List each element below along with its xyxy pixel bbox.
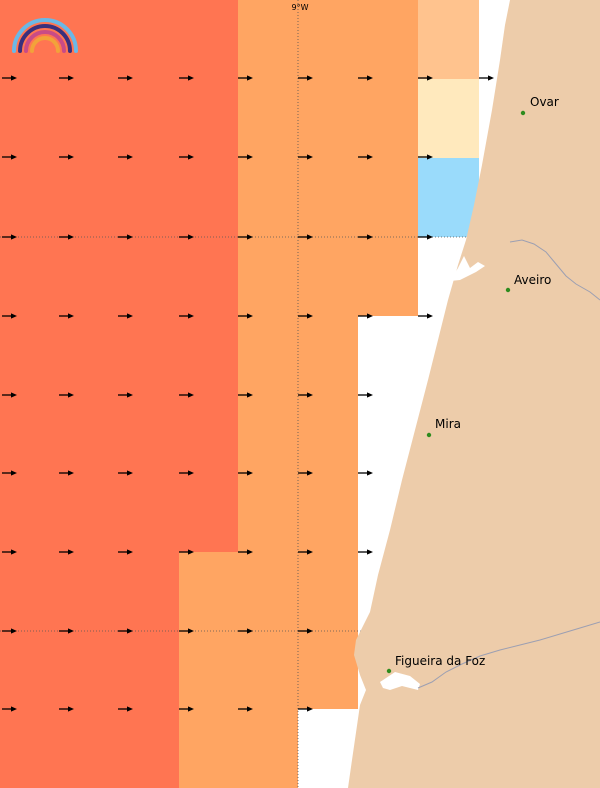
town-marker bbox=[505, 287, 511, 293]
grid-cell-light bbox=[418, 0, 479, 79]
lagoons bbox=[380, 256, 485, 690]
arrow-head-icon bbox=[188, 313, 194, 319]
vouga-river bbox=[509, 239, 600, 301]
grid-cell-strong bbox=[0, 0, 238, 552]
arrow-head-icon bbox=[68, 549, 74, 555]
arrow-head-icon bbox=[188, 392, 194, 398]
town-marker bbox=[426, 432, 432, 438]
arrow-head-icon bbox=[427, 75, 433, 81]
arrow-head-icon bbox=[127, 470, 133, 476]
arrow-head-icon bbox=[68, 470, 74, 476]
city-ovar[interactable]: Ovar bbox=[520, 95, 559, 116]
arrow-head-icon bbox=[427, 234, 433, 240]
arrow-head-icon bbox=[11, 470, 17, 476]
arrow-head-icon bbox=[367, 234, 373, 240]
arrow-head-icon bbox=[307, 313, 313, 319]
arrow-head-icon bbox=[127, 234, 133, 240]
arrow-head-icon bbox=[11, 392, 17, 398]
land-area bbox=[348, 0, 600, 788]
arrow-head-icon bbox=[247, 75, 253, 81]
arrow-head-icon bbox=[307, 706, 313, 712]
arrow-head-icon bbox=[247, 154, 253, 160]
arrow-head-icon bbox=[367, 75, 373, 81]
city-label: Ovar bbox=[530, 95, 559, 109]
arrow-head-icon bbox=[68, 313, 74, 319]
arrow-head-icon bbox=[307, 470, 313, 476]
city-label: Mira bbox=[435, 417, 461, 431]
arrow-head-icon bbox=[488, 75, 494, 81]
town-marker bbox=[520, 110, 526, 116]
arrow-head-icon bbox=[247, 234, 253, 240]
arrow-head-icon bbox=[68, 154, 74, 160]
grid-cell-blue bbox=[418, 158, 479, 237]
city-figueira[interactable]: Figueira da Foz bbox=[386, 654, 486, 674]
arrow-head-icon bbox=[307, 234, 313, 240]
arrow-head-icon bbox=[247, 628, 253, 634]
meridian-label: 9°W bbox=[292, 3, 309, 12]
grid-cell-medium bbox=[238, 0, 418, 316]
arrow-head-icon bbox=[367, 470, 373, 476]
arrow-head-icon bbox=[247, 392, 253, 398]
grid-cell-medium bbox=[179, 552, 358, 709]
arrow-head-icon bbox=[307, 549, 313, 555]
mondego-estuary bbox=[380, 672, 420, 690]
grid-cell-strong bbox=[0, 552, 179, 788]
rainbow-logo-icon bbox=[12, 18, 78, 53]
arrow-head-icon bbox=[11, 313, 17, 319]
arrow-head-icon bbox=[68, 75, 74, 81]
arrow-head-icon bbox=[68, 628, 74, 634]
vector-arrows bbox=[2, 75, 494, 712]
arrow-head-icon bbox=[127, 392, 133, 398]
rivers bbox=[417, 239, 600, 689]
arrow-head-icon bbox=[307, 628, 313, 634]
arrow-head-icon bbox=[427, 154, 433, 160]
arrow-head-icon bbox=[127, 628, 133, 634]
arrow-head-icon bbox=[188, 75, 194, 81]
sea-color-grid bbox=[0, 0, 479, 788]
arrow-head-icon bbox=[11, 706, 17, 712]
arrow-head-icon bbox=[127, 549, 133, 555]
city-label: Aveiro bbox=[514, 273, 551, 287]
arrow-head-icon bbox=[188, 470, 194, 476]
arrow-head-icon bbox=[68, 392, 74, 398]
city-mira[interactable]: Mira bbox=[426, 417, 461, 438]
arrow-head-icon bbox=[367, 154, 373, 160]
arrow-head-icon bbox=[188, 234, 194, 240]
arrow-head-icon bbox=[367, 392, 373, 398]
arrow-head-icon bbox=[11, 154, 17, 160]
arrow-head-icon bbox=[127, 154, 133, 160]
arrow-head-icon bbox=[188, 154, 194, 160]
arrow-head-icon bbox=[247, 549, 253, 555]
town-marker bbox=[386, 668, 392, 674]
arrow-head-icon bbox=[127, 313, 133, 319]
arrow-head-icon bbox=[307, 392, 313, 398]
arrow-head-icon bbox=[247, 313, 253, 319]
arrow-head-icon bbox=[188, 549, 194, 555]
grid-cell-medium bbox=[179, 709, 298, 788]
aveiro-lagoon bbox=[450, 256, 485, 281]
arrow-head-icon bbox=[68, 234, 74, 240]
grid-cell-pale bbox=[418, 79, 479, 158]
arrow-head-icon bbox=[367, 313, 373, 319]
arrow-head-icon bbox=[127, 706, 133, 712]
arrow-head-icon bbox=[307, 75, 313, 81]
arrow-head-icon bbox=[247, 470, 253, 476]
arrow-head-icon bbox=[11, 628, 17, 634]
arrow-head-icon bbox=[188, 706, 194, 712]
arrow-head-icon bbox=[427, 313, 433, 319]
arrow-head-icon bbox=[68, 706, 74, 712]
grid-cell-medium bbox=[238, 316, 358, 552]
arrow-head-icon bbox=[127, 75, 133, 81]
mondego-river bbox=[417, 621, 600, 689]
arrow-head-icon bbox=[307, 154, 313, 160]
arrow-head-icon bbox=[188, 628, 194, 634]
arrow-head-icon bbox=[11, 234, 17, 240]
arrow-head-icon bbox=[247, 706, 253, 712]
arrow-head-icon bbox=[11, 75, 17, 81]
arrow-head-icon bbox=[11, 549, 17, 555]
city-aveiro[interactable]: Aveiro bbox=[505, 273, 552, 293]
arrow-head-icon bbox=[367, 549, 373, 555]
city-label: Figueira da Foz bbox=[395, 654, 485, 668]
